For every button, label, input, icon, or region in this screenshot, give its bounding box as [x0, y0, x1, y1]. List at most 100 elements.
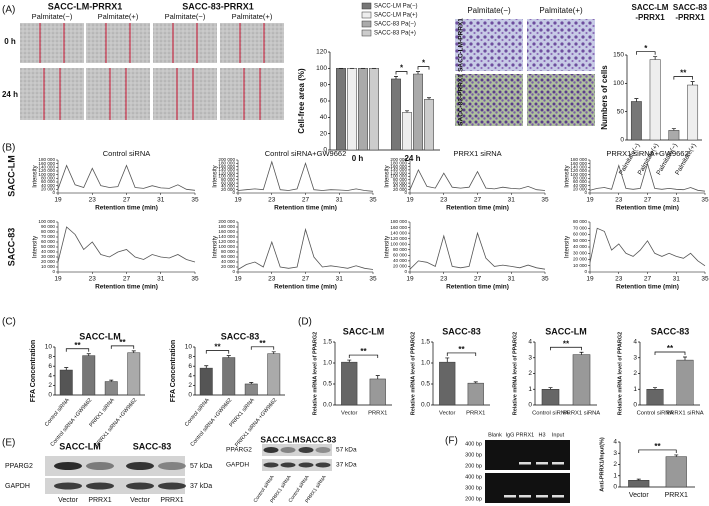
y-axis-label: Relative mRNA level of PPARG2: [617, 332, 623, 415]
y-tick-label: 30 000: [41, 254, 55, 259]
y-tick-label: 4: [48, 373, 52, 380]
x-tick-label: 19: [54, 276, 62, 283]
y-tick-label: 8: [188, 353, 192, 360]
error-bar: [548, 387, 553, 390]
x-axis-label: Retention time (min): [95, 284, 158, 291]
blot-band: [263, 462, 279, 468]
y-tick-label: 160 000: [390, 164, 407, 169]
panel-label: (E): [2, 438, 15, 449]
x-tick-label: 31: [157, 276, 165, 283]
wound-image: [153, 23, 217, 63]
blot-band: [126, 462, 154, 470]
chart-title: SACC-83: [442, 326, 481, 336]
blot-title: SACC-LM: [59, 441, 101, 451]
blot-band: [54, 462, 82, 470]
bar: [369, 378, 386, 406]
significance-label: **: [680, 69, 687, 78]
y-tick-label: 200 000: [218, 157, 235, 162]
y-tick-label: 60 000: [221, 180, 235, 185]
bar: [369, 68, 379, 151]
x-tick-label: PRRX1 siRNA: [563, 411, 600, 417]
significance-bracket: [550, 346, 582, 351]
y-tick-label: 40 000: [41, 249, 55, 254]
error-bar: [394, 76, 398, 79]
wound-image: [153, 68, 217, 120]
x-tick-label: 27: [474, 197, 482, 204]
y-tick-label: 80 000: [393, 177, 407, 182]
blot-band: [315, 447, 331, 453]
y-tick-label: 0: [584, 190, 587, 195]
x-tick-label: 31: [673, 276, 681, 283]
marker-label: 200 bp: [465, 463, 482, 469]
y-tick-label: 60: [320, 98, 328, 105]
y-tick-label: 60 000: [221, 254, 235, 259]
x-tick-label: 35: [701, 197, 709, 204]
chromatogram-line: [237, 160, 374, 192]
y-tick-label: 160 000: [38, 161, 55, 166]
marker-label: 300 bp: [465, 452, 482, 458]
x-tick-label: 35: [541, 197, 549, 204]
wound-image: [220, 23, 284, 63]
y-axis-label: Intensity: [565, 165, 571, 187]
y-tick-label: 0: [620, 137, 624, 144]
error-bar: [109, 379, 114, 382]
y-tick-label: 140 000: [218, 167, 235, 172]
blot-band: [86, 482, 114, 490]
chart-title: Control siRNA: [103, 149, 151, 158]
error-bar: [579, 351, 584, 355]
blot-title: SACC-LM: [260, 434, 299, 444]
y-axis-label: Intensity: [213, 236, 219, 258]
x-tick-label: Vector: [439, 411, 456, 417]
bar: [413, 73, 423, 151]
significance-bracket: [205, 350, 230, 354]
y-tick-label: 8: [48, 353, 52, 360]
bar: [541, 389, 560, 406]
bar: [687, 84, 699, 141]
column-label: Palmitate(−): [165, 12, 206, 21]
y-tick-label: 180 000: [390, 219, 407, 224]
y-tick-label: 1: [528, 386, 532, 393]
y-tick-label: 70 000: [573, 225, 587, 230]
bar: [424, 99, 434, 151]
y-tick-label: 6: [48, 363, 52, 370]
bar: [665, 456, 687, 488]
row-label: SACC-LM: [6, 155, 16, 197]
y-tick-label: 30 000: [573, 250, 587, 255]
row-label: SACC-83: [6, 228, 16, 267]
y-tick-label: 80 000: [41, 229, 55, 234]
y-tick-label: 0.0: [323, 402, 332, 409]
y-tick-label: 2: [48, 382, 52, 389]
y-axis-label: FFA Concentration: [30, 340, 37, 402]
x-tick-label: 35: [541, 276, 549, 283]
y-tick-label: 100 000: [218, 174, 235, 179]
blot-band: [86, 462, 114, 470]
y-tick-label: 140 000: [570, 165, 587, 170]
x-tick-label: 35: [701, 276, 709, 283]
x-tick-label: 27: [302, 197, 310, 204]
bar: [127, 352, 141, 396]
bar: [336, 68, 346, 151]
gel-band: [504, 495, 516, 498]
transwell-image: [455, 19, 523, 71]
error-bar: [416, 71, 420, 75]
x-tick-label: 23: [89, 197, 97, 204]
y-tick-label: 40 000: [573, 244, 587, 249]
x-tick-label: PRRX1 siRNA: [666, 411, 703, 417]
error-bar: [271, 351, 276, 354]
bar: [676, 359, 694, 406]
error-bar: [64, 367, 69, 371]
y-tick-label: 140 000: [390, 230, 407, 235]
error-bar: [347, 359, 352, 363]
blot-band: [280, 462, 296, 468]
significance-bracket: [446, 352, 477, 356]
row-label: 24 h: [2, 90, 18, 99]
y-axis-label: Anti-PRRX1/Input(%): [599, 437, 605, 492]
y-tick-label: 0: [48, 392, 52, 399]
chart-title: SACC-LM: [545, 326, 587, 336]
bar: [222, 357, 236, 396]
y-tick-label: 80 000: [573, 219, 587, 224]
y-tick-label: 40: [320, 114, 328, 121]
column-label: Palmitate(−): [32, 12, 73, 21]
x-tick-label: 19: [54, 197, 62, 204]
transwell-image: [527, 19, 595, 71]
